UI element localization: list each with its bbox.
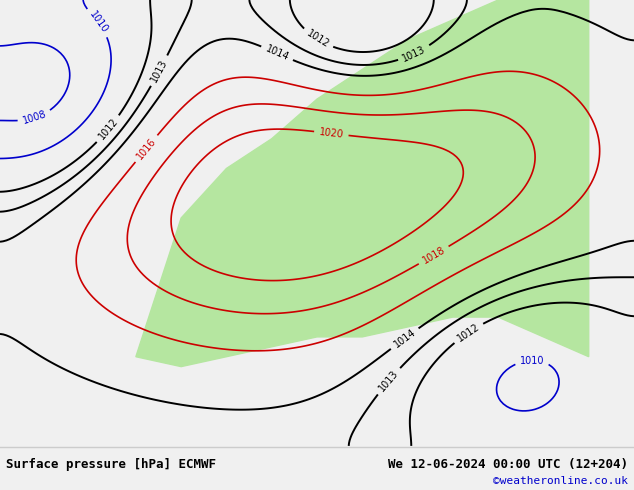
Text: 1013: 1013 (401, 44, 427, 63)
Text: 1014: 1014 (392, 327, 417, 350)
Text: 1012: 1012 (304, 28, 331, 50)
Text: Surface pressure [hPa] ECMWF: Surface pressure [hPa] ECMWF (6, 458, 216, 471)
Text: 1020: 1020 (318, 127, 344, 140)
Polygon shape (136, 0, 589, 367)
Text: 1010: 1010 (520, 355, 545, 366)
Text: 1013: 1013 (149, 58, 169, 84)
Text: 1012: 1012 (455, 321, 481, 343)
Text: ©weatheronline.co.uk: ©weatheronline.co.uk (493, 476, 628, 486)
Text: 1010: 1010 (87, 10, 110, 35)
Text: 1008: 1008 (22, 109, 48, 126)
Text: 1018: 1018 (420, 245, 447, 266)
Text: 1013: 1013 (377, 368, 401, 393)
Text: 1016: 1016 (135, 136, 158, 161)
Text: 1012: 1012 (96, 117, 120, 142)
Text: 1014: 1014 (264, 44, 290, 63)
Text: We 12-06-2024 00:00 UTC (12+204): We 12-06-2024 00:00 UTC (12+204) (388, 458, 628, 471)
